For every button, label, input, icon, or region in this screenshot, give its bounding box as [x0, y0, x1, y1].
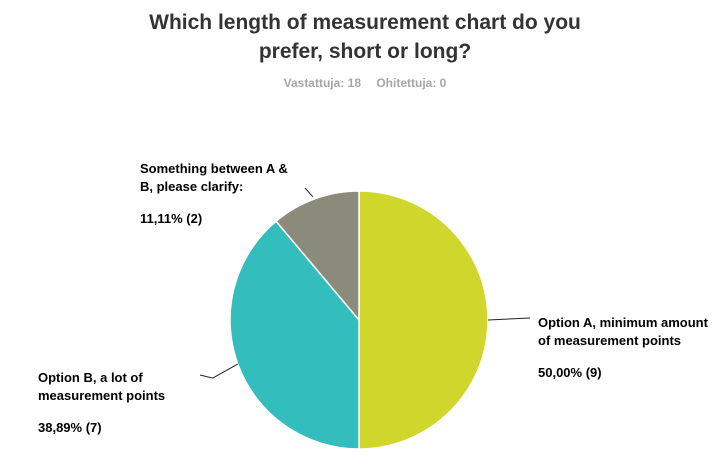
- label-option-b-text: Option B, a lot of measurement points: [38, 370, 166, 403]
- slice-between: [275, 190, 360, 323]
- answered-count: Vastattuja: 18: [283, 76, 361, 90]
- label-option-b-value: 38,89% (7): [38, 420, 102, 435]
- label-option-a-text: Option A, minimum amount of measurement …: [538, 315, 708, 348]
- leader-line-between: [304, 187, 314, 198]
- title-line-1: Which length of measurement chart do you: [149, 11, 581, 34]
- label-between-text: Something between A & B, please clarify:: [140, 161, 288, 194]
- label-between: Something between A & B, please clarify:…: [140, 160, 300, 228]
- skipped-count: Ohitettuja: 0: [376, 76, 447, 90]
- label-option-a-value: 50,00% (9): [538, 365, 602, 380]
- leader-line-option-b: [199, 363, 239, 379]
- label-option-a: Option A, minimum amount of measurement …: [538, 314, 708, 382]
- chart-title: Which length of measurement chart do you…: [0, 8, 714, 66]
- slice-option-a: [358, 190, 489, 450]
- response-stats: Vastattuja: 18 Ohitettuja: 0: [0, 76, 714, 90]
- title-line-2: prefer, short or long?: [258, 40, 472, 63]
- label-option-b: Option B, a lot of measurement points 38…: [38, 369, 213, 437]
- label-between-value: 11,11% (2): [140, 211, 203, 226]
- leader-line-option-a: [487, 317, 531, 321]
